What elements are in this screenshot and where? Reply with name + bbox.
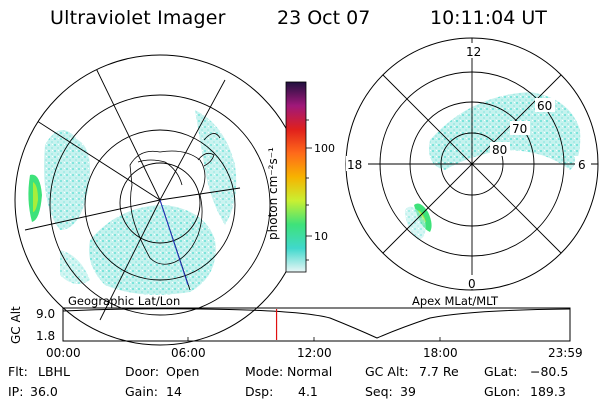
app-title: Ultraviolet Imager [50,7,226,29]
altitude-curve [62,308,571,339]
altitude-ytick-1-8: 1.8 [36,329,55,343]
status-door-value: Open [166,364,199,379]
status-gcalt-value: 7.7 Re [419,364,459,379]
right-panel-caption: Apex MLat/MLT [412,294,499,308]
status-ip-value: 36.0 [30,384,58,399]
colorbar-tick-10: 10 [314,230,328,243]
status-seq-label: Seq: [365,384,393,399]
status-gain-value: 14 [166,384,182,399]
status-dsp-value: 4.1 [298,384,318,399]
status-table: Flt: LBHL Door: Open Mode: Normal GC Alt… [8,364,568,399]
xtick-0000: 00:00 [46,346,81,360]
xtick-2359: 23:59 [548,346,583,360]
mlat-label-80: 80 [492,143,507,157]
altitude-plot: GC Alt 9.0 1.8 00:00 06:00 12:00 18:00 2… [9,306,583,360]
status-flt-label: Flt: [8,364,28,379]
mlat-label-60: 60 [537,99,552,113]
xtick-1200: 12:00 [297,346,332,360]
geographic-image-panel [14,54,306,346]
colorbar-tick-100: 100 [314,142,335,155]
observation-time: 10:11:04 UT [430,7,547,29]
status-flt-value: LBHL [38,364,70,379]
status-glon-value: 189.3 [530,384,566,399]
aurora-emission-left [28,110,237,295]
status-ip-label: IP: [8,384,23,399]
mlt-label-12: 12 [466,45,481,59]
colorbar-scale [285,81,307,273]
altitude-ylabel: GC Alt [9,306,23,344]
status-mode-label: Mode: [245,364,283,379]
status-seq-value: 39 [400,384,416,399]
status-mode-value: Normal [287,364,332,379]
aurora-emission-right [405,92,581,240]
xtick-1800: 18:00 [423,346,458,360]
mlt-label-18: 18 [347,158,362,172]
status-gcalt-label: GC Alt: [365,364,409,379]
observation-date: 23 Oct 07 [277,7,371,29]
left-panel-caption: Geographic Lat/Lon [68,294,180,308]
colorbar-label: photon cm⁻²s⁻¹ [266,147,280,240]
status-glat-label: GLat: [484,364,517,379]
altitude-plot-frame [62,307,571,342]
colorbar: 100 10 photon cm⁻²s⁻¹ [266,81,335,273]
mlt-grid [346,38,598,290]
altitude-ytick-9: 9.0 [36,307,55,321]
status-dsp-label: Dsp: [245,384,273,399]
status-gain-label: Gain: [125,384,158,399]
status-door-label: Door: [125,364,159,379]
xtick-0600: 06:00 [171,346,206,360]
status-glat-value: −80.5 [530,364,568,379]
mlat-label-70: 70 [512,122,527,136]
status-glon-label: GLon: [484,384,520,399]
apex-image-panel: 12 18 6 0 60 70 80 [345,37,599,291]
continent-outline [129,133,221,265]
mlt-label-0: 0 [468,277,476,291]
terminator-line [159,199,189,286]
mlt-label-6: 6 [578,158,586,172]
